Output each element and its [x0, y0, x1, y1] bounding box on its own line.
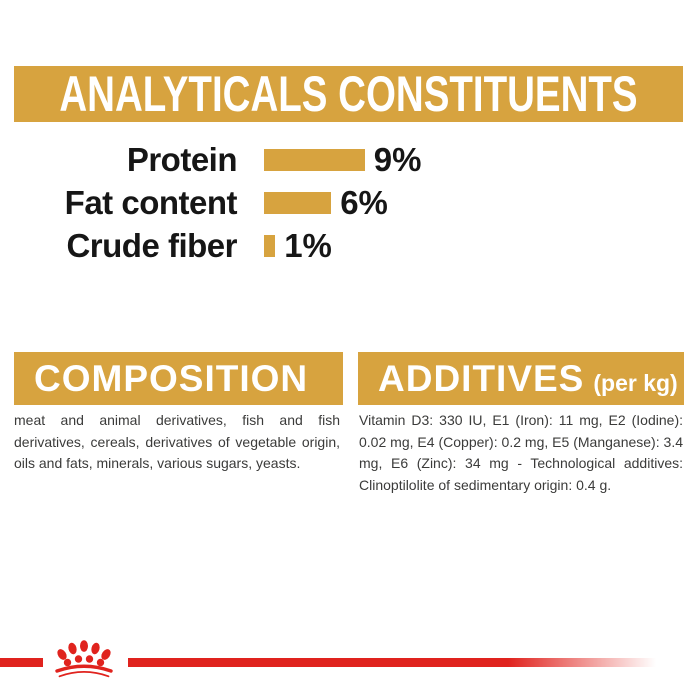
- additives-title: ADDITIVES: [378, 358, 585, 399]
- analyticals-header-bar: ANALYTICALS CONSTITUENTS: [14, 66, 683, 122]
- additives-title-suffix: (per kg): [593, 370, 678, 396]
- additives-title-group: ADDITIVES (per kg): [378, 360, 678, 397]
- additives-header-bar: ADDITIVES (per kg): [358, 352, 684, 405]
- chart-category-label: Fat content: [64, 183, 238, 221]
- footer-red-bar-left: [0, 658, 43, 667]
- footer-red-bar-right: [128, 658, 656, 667]
- chart-bar: [264, 191, 332, 214]
- analytical-constituents-chart: Protein 9% Fat content 6% Crude fiber 1%: [0, 138, 700, 267]
- chart-row-protein: Protein 9%: [0, 138, 700, 181]
- chart-value-label: 9%: [373, 140, 422, 178]
- chart-row-fat-content: Fat content 6%: [0, 181, 700, 224]
- composition-body-text: meat and animal derivatives, fish and fi…: [14, 412, 340, 471]
- chart-row-crude-fiber: Crude fiber 1%: [0, 224, 700, 267]
- chart-category-label: Protein: [126, 140, 238, 178]
- chart-bar: [264, 234, 276, 257]
- composition-title: COMPOSITION: [34, 358, 309, 399]
- chart-bar: [264, 148, 365, 171]
- royal-canin-crown-icon: [55, 640, 113, 678]
- chart-category-label: Crude fiber: [66, 226, 237, 264]
- chart-value-label: 6%: [340, 183, 388, 221]
- chart-value-label: 1%: [284, 226, 332, 264]
- analyticals-title: ANALYTICALS CONSTITUENTS: [59, 66, 638, 122]
- additives-body-text: Vitamin D3: 330 IU, E1 (Iron): 11 mg, E2…: [359, 412, 683, 493]
- composition-header-bar: COMPOSITION: [14, 352, 343, 405]
